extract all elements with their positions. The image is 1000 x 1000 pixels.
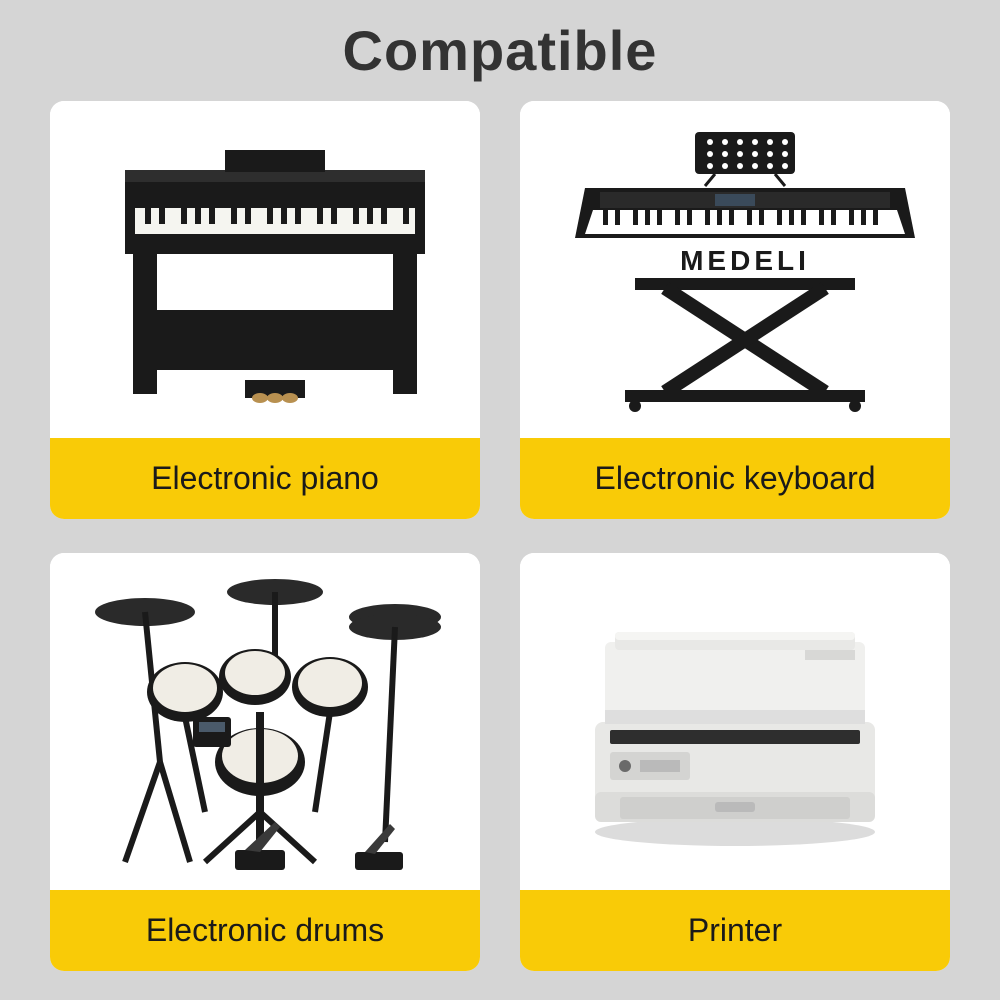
card-label: Electronic keyboard bbox=[520, 438, 950, 519]
card-label: Printer bbox=[520, 890, 950, 971]
page-title: Compatible bbox=[343, 18, 658, 83]
keyboard-icon: MEDELI bbox=[520, 101, 950, 438]
piano-icon bbox=[50, 101, 480, 438]
card-label: Electronic drums bbox=[50, 890, 480, 971]
product-grid: Electronic piano bbox=[0, 101, 1000, 971]
card-electronic-keyboard: MEDELI Electronic keyboard bbox=[520, 101, 950, 519]
card-electronic-drums: Electronic drums bbox=[50, 553, 480, 971]
card-label: Electronic piano bbox=[50, 438, 480, 519]
printer-icon bbox=[520, 553, 950, 890]
drums-icon bbox=[50, 553, 480, 890]
svg-text:MEDELI: MEDELI bbox=[680, 245, 810, 276]
card-printer: Printer bbox=[520, 553, 950, 971]
card-electronic-piano: Electronic piano bbox=[50, 101, 480, 519]
